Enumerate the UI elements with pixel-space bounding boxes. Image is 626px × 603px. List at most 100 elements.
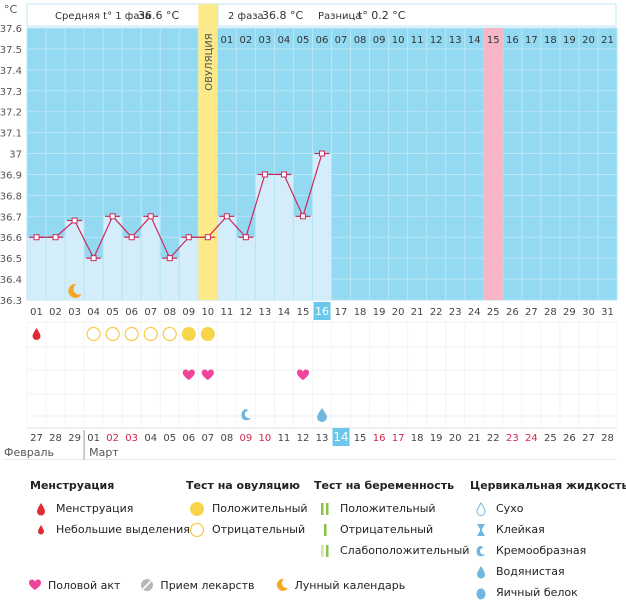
- calendar-date: 28: [49, 433, 62, 444]
- temperature-point: [185, 234, 192, 241]
- calendar-date: 08: [220, 433, 233, 444]
- y-tick-label: 37.1: [0, 129, 22, 140]
- legend-item: Слабоположительный: [314, 540, 469, 561]
- heart-icon: [182, 369, 195, 380]
- y-tick-label: 36.9: [0, 170, 22, 181]
- legend-item: Положительный: [186, 498, 308, 519]
- legend-item: Водянистая: [470, 561, 626, 582]
- legend-item: Менструация: [30, 498, 190, 519]
- cycle-day-label: 07: [144, 307, 157, 318]
- unit-label: °C: [4, 3, 18, 16]
- calendar-date: 27: [582, 433, 595, 444]
- creamy-fluid-icon: [241, 409, 251, 421]
- negative-sun-icon: [189, 522, 205, 537]
- cycle-day-label: 09: [182, 307, 195, 318]
- temperature-bar: [274, 174, 293, 300]
- calendar-date: 28: [601, 433, 614, 444]
- post-ovulation-day-label: 12: [430, 35, 443, 46]
- post-ovulation-day-label: 21: [601, 35, 614, 46]
- temperature-bar: [46, 237, 65, 300]
- calendar-date: 19: [430, 433, 443, 444]
- y-tick-label: 37.2: [0, 108, 22, 119]
- post-ovulation-day-label: 02: [240, 35, 253, 46]
- header-bar: [26, 3, 617, 27]
- cycle-day-label: 12: [240, 307, 253, 318]
- calendar-date: 03: [125, 433, 138, 444]
- legend-item: Прием лекарств: [140, 578, 255, 592]
- calendar-date: 07: [201, 433, 214, 444]
- watery-fluid-icon: [317, 408, 327, 422]
- legend-label: Отрицательный: [340, 523, 434, 536]
- post-ovulation-day-label: 05: [297, 35, 310, 46]
- post-ovulation-day-label: 20: [582, 35, 595, 46]
- sticky-icon: [477, 523, 485, 536]
- legend-item: Клейкая: [470, 519, 626, 540]
- temperature-bar: [179, 237, 198, 300]
- post-ovulation-day-label: 07: [335, 35, 348, 46]
- legend-label: Слабоположительный: [340, 544, 470, 557]
- calendar-date: 25: [544, 433, 557, 444]
- calendar-date: 11: [278, 433, 291, 444]
- legend-title: Менструация: [30, 479, 115, 492]
- cycle-day-label: 23: [449, 307, 462, 318]
- post-ovulation-day-label: 08: [354, 35, 367, 46]
- legend-menstruation: Менструация Менструация Небольшие выделе…: [30, 479, 190, 540]
- temperature-point: [204, 234, 211, 241]
- calendar-date: 12: [297, 433, 310, 444]
- post-ovulation-day-label: 03: [259, 35, 272, 46]
- legend-title: Тест на беременность: [314, 479, 455, 492]
- cycle-day-label: 14: [278, 307, 291, 318]
- legend-item: Кремообразная: [470, 540, 626, 561]
- legend-item: Небольшие выделения: [30, 519, 190, 540]
- legend-label: Кремообразная: [496, 544, 587, 557]
- legend-label: Сухо: [496, 502, 524, 515]
- ovulation-label: ОВУЛЯЦИЯ: [204, 33, 215, 91]
- calendar-date: 10: [259, 433, 272, 444]
- creamy-icon: [476, 545, 485, 556]
- temperature-bar: [293, 216, 312, 300]
- legend-label: Клейкая: [496, 523, 545, 536]
- calendar-date: 01: [87, 433, 100, 444]
- cycle-day-label: 05: [106, 307, 119, 318]
- phase2-label: 2 фаза: [228, 11, 264, 22]
- temperature-bar: [65, 220, 84, 300]
- cycle-day-label: 31: [601, 307, 614, 318]
- y-tick-label: 36.4: [0, 275, 22, 286]
- faint-lines-icon: [321, 544, 329, 557]
- post-ovulation-day-label: 11: [411, 35, 424, 46]
- post-ovulation-day-label: 06: [316, 35, 329, 46]
- y-tick-label: 37: [9, 150, 22, 161]
- temperature-bar: [84, 258, 103, 300]
- y-tick-label: 36.7: [0, 212, 22, 223]
- dry-drop-icon: [476, 501, 486, 516]
- calendar-current-highlight: [332, 428, 350, 446]
- calendar-date: 29: [68, 433, 81, 444]
- legend-item: Отрицательный: [314, 519, 469, 540]
- y-tick-label: 36.8: [0, 191, 22, 202]
- temperature-point: [280, 171, 287, 178]
- legend-item: Половой акт: [28, 579, 120, 592]
- calendar-date: 26: [563, 433, 576, 444]
- phase1-label: Средняя t° 1 фаза: [55, 11, 151, 22]
- ovulation-test-negative-icon: [124, 326, 139, 342]
- heart-icon: [201, 369, 214, 380]
- calendar-date: 02: [106, 433, 119, 444]
- post-ovulation-day-label: 16: [506, 35, 519, 46]
- legend-item: Сухо: [470, 498, 626, 519]
- diff-value: t° 0.2 °C: [358, 9, 406, 22]
- cycle-day-label: 13: [259, 307, 272, 318]
- temperature-bar: [103, 216, 122, 300]
- calendar-date: 18: [411, 433, 424, 444]
- cycle-day-label: 26: [506, 307, 519, 318]
- legend-label: Положительный: [212, 502, 308, 515]
- legend-item: Яичный белок: [470, 582, 626, 603]
- temperature-point: [128, 234, 135, 241]
- post-ovulation-day-label: 10: [392, 35, 405, 46]
- y-tick-label: 37.3: [0, 87, 22, 98]
- two-lines-icon: [321, 502, 329, 515]
- current-day-highlight: [313, 302, 331, 320]
- temperature-bar: [122, 237, 141, 300]
- legend-label: Прием лекарств: [160, 578, 255, 592]
- highlighted-day-column: [483, 28, 503, 300]
- legend-cervical-fluid: Цервикальная жидкость Сухо Клейкая Кремо…: [470, 479, 626, 603]
